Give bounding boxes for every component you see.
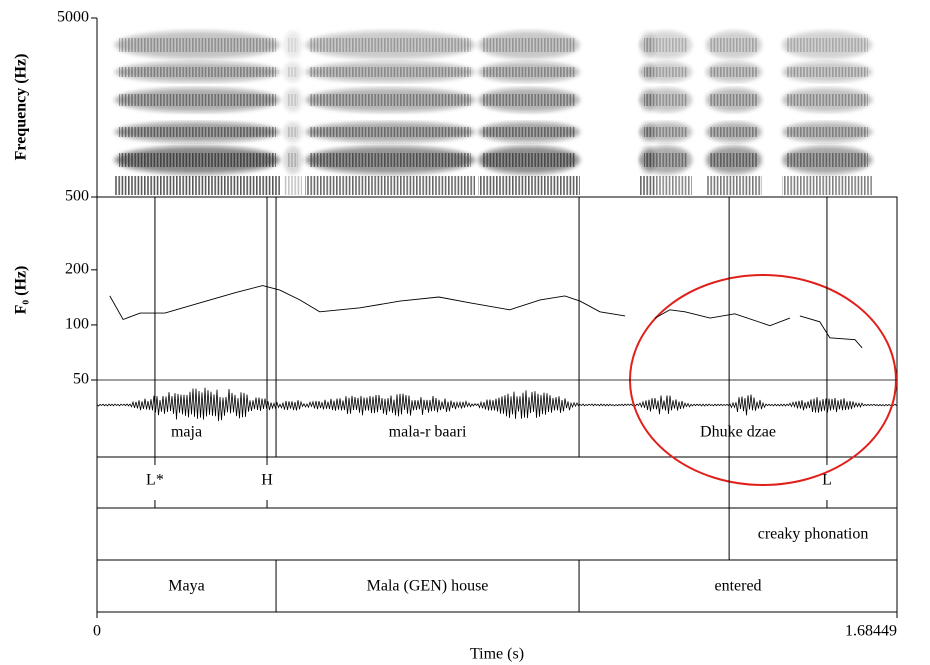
tier-label: creaky phonation [758, 526, 869, 543]
spectrogram-band [710, 67, 758, 77]
spectrogram-band [482, 153, 576, 167]
y-tick-label: 50 [73, 371, 89, 388]
spectrogram-band [482, 67, 576, 77]
spectrogram-band [644, 94, 651, 106]
spectrogram-band [644, 38, 688, 52]
spectrogram-band [644, 127, 651, 137]
spectrogram-band [288, 153, 298, 167]
spectrogram-base [284, 176, 302, 195]
spectrogram-band [309, 153, 471, 167]
spectrogram-band [288, 67, 298, 77]
spectrogram-band [309, 127, 471, 137]
tier-label: maja [171, 424, 202, 441]
spectrogram-band [288, 94, 298, 106]
spectrogram-band [644, 38, 651, 52]
spectrogram-band [786, 67, 868, 77]
spectrogram-band [786, 94, 868, 106]
spectrogram-band [288, 38, 298, 52]
spectrogram-band [710, 153, 758, 167]
tier-label: mala-r baari [389, 424, 467, 441]
spectrogram-band [119, 38, 276, 52]
tier-label: Maya [168, 578, 204, 595]
pitch-panel-frame [96, 196, 898, 458]
tone-tier-frame [96, 456, 898, 509]
spectrogram-band [309, 67, 471, 77]
spectrogram-band [309, 94, 471, 106]
gloss-tier-frame [96, 559, 898, 613]
spectrogram-band [119, 153, 276, 167]
y-tick-label: 100 [65, 316, 89, 333]
spectrogram-band [710, 127, 758, 137]
spectrogram-band [288, 127, 298, 137]
spectrogram-band [119, 67, 276, 77]
spectrogram [115, 31, 872, 195]
spectrogram-band [710, 94, 758, 106]
spectrogram-band [786, 153, 868, 167]
spectrogram-base [478, 176, 580, 195]
tone-label: L [822, 472, 832, 489]
spectrogram-base [115, 176, 280, 195]
spectrogram-band [644, 94, 688, 106]
tone-label: H [261, 472, 273, 489]
spectrogram-band [119, 127, 276, 137]
spectrogram-band [644, 127, 688, 137]
spectrogram-band [482, 127, 576, 137]
y-tick-label: 200 [65, 260, 89, 277]
x-axis-label: Time (s) [470, 646, 524, 663]
waveform [96, 387, 897, 422]
spectrogram-base [782, 176, 872, 195]
tier-label: entered [714, 578, 761, 595]
y-tick-label: 5000 [57, 9, 89, 26]
tier-label: Mala (GEN) house [367, 578, 489, 595]
spectrogram-band [644, 67, 688, 77]
spectrogram-band [482, 94, 576, 106]
x-tick-label: 1.68449 [845, 623, 897, 640]
spectrogram-band [644, 153, 651, 167]
spectrogram-band [309, 38, 471, 52]
tone-label: L* [146, 472, 164, 489]
f0-contour [109, 285, 863, 349]
f0-y-label: F₀ (Hz) [13, 266, 30, 315]
tier-label: Dhuke dzae [700, 424, 776, 441]
spectrogram-band [644, 153, 688, 167]
y-tick-label: 500 [65, 188, 89, 205]
spectrogram-base [305, 176, 475, 195]
spectrogram-base [706, 176, 762, 195]
spectrogram-band [786, 38, 868, 52]
spectrogram-band [482, 38, 576, 52]
spectrogram-band [119, 94, 276, 106]
spectrogram-band [710, 38, 758, 52]
spectrogram-band [644, 67, 651, 77]
spectrogram-band [786, 127, 868, 137]
spectrogram-y-label: Frequency (Hz) [13, 54, 30, 161]
spectrogram-base [640, 176, 655, 195]
x-tick-label: 0 [93, 623, 101, 640]
